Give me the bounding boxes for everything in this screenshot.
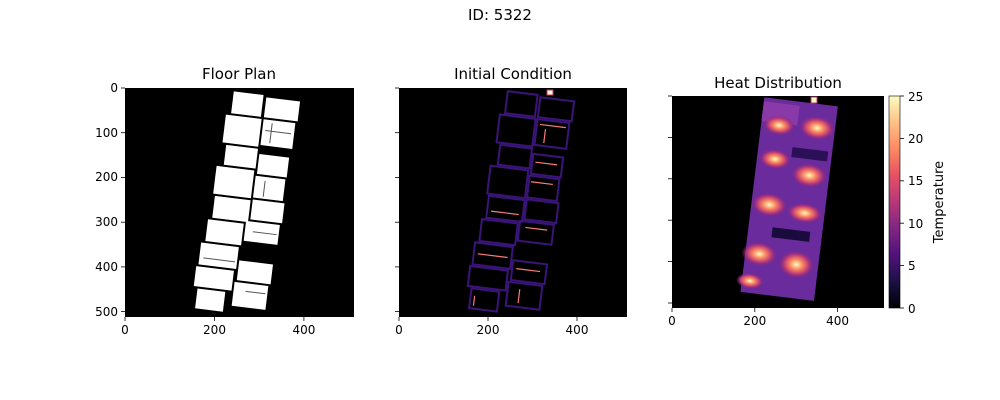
panel-title-heat-distribution: Heat Distribution bbox=[714, 74, 842, 92]
heat-field bbox=[735, 96, 838, 301]
ytick-label: 0 bbox=[110, 81, 118, 95]
figure-suptitle: ID: 5322 bbox=[468, 6, 532, 24]
y-axis-initial-condition bbox=[395, 87, 399, 313]
colorbar-gradient bbox=[888, 95, 901, 309]
initial-condition-image bbox=[399, 88, 627, 317]
panel-title-floor-plan: Floor Plan bbox=[202, 65, 276, 83]
panel-floor-plan: Floor Plan bbox=[95, 65, 354, 337]
colorbar-tick-label: 25 bbox=[908, 90, 923, 104]
xtick-label: 200 bbox=[203, 323, 226, 337]
floor-plan-rooms bbox=[193, 91, 301, 312]
colorbar-tick-label: 20 bbox=[908, 132, 923, 146]
colorbar-tick-label: 10 bbox=[908, 217, 923, 231]
xtick-label: 0 bbox=[395, 323, 403, 337]
y-axis-heat-distribution bbox=[668, 95, 672, 304]
ytick-label: 300 bbox=[95, 215, 118, 229]
ytick-label: 100 bbox=[95, 126, 118, 140]
colorbar-label: Temperature bbox=[932, 161, 947, 244]
xtick-label: 400 bbox=[566, 323, 589, 337]
colorbar: 0 5 10 15 20 25 Temperature bbox=[888, 90, 947, 316]
initial-condition-walls bbox=[466, 89, 576, 313]
x-axis-floor-plan: 0 200 400 bbox=[121, 317, 315, 337]
ytick-label: 500 bbox=[95, 305, 118, 319]
ytick-label: 200 bbox=[95, 170, 118, 184]
xtick-label: 200 bbox=[743, 314, 766, 328]
x-axis-initial-condition: 0 200 400 bbox=[395, 317, 588, 337]
xtick-label: 0 bbox=[121, 323, 129, 337]
panel-heat-distribution: Heat Distribution bbox=[668, 74, 947, 328]
xtick-label: 200 bbox=[477, 323, 500, 337]
y-axis-floor-plan: 0 100 200 300 400 500 bbox=[95, 81, 125, 319]
ytick-label: 400 bbox=[95, 260, 118, 274]
xtick-label: 400 bbox=[826, 314, 849, 328]
colorbar-tick-label: 15 bbox=[908, 174, 923, 188]
x-axis-heat-distribution: 0 200 400 bbox=[668, 308, 849, 328]
colorbar-tick-label: 0 bbox=[908, 302, 916, 316]
xtick-label: 400 bbox=[292, 323, 315, 337]
panel-initial-condition: Initial Condition bbox=[395, 65, 627, 337]
xtick-label: 0 bbox=[668, 314, 676, 328]
panel-title-initial-condition: Initial Condition bbox=[454, 65, 572, 83]
colorbar-tick-label: 5 bbox=[908, 259, 916, 273]
